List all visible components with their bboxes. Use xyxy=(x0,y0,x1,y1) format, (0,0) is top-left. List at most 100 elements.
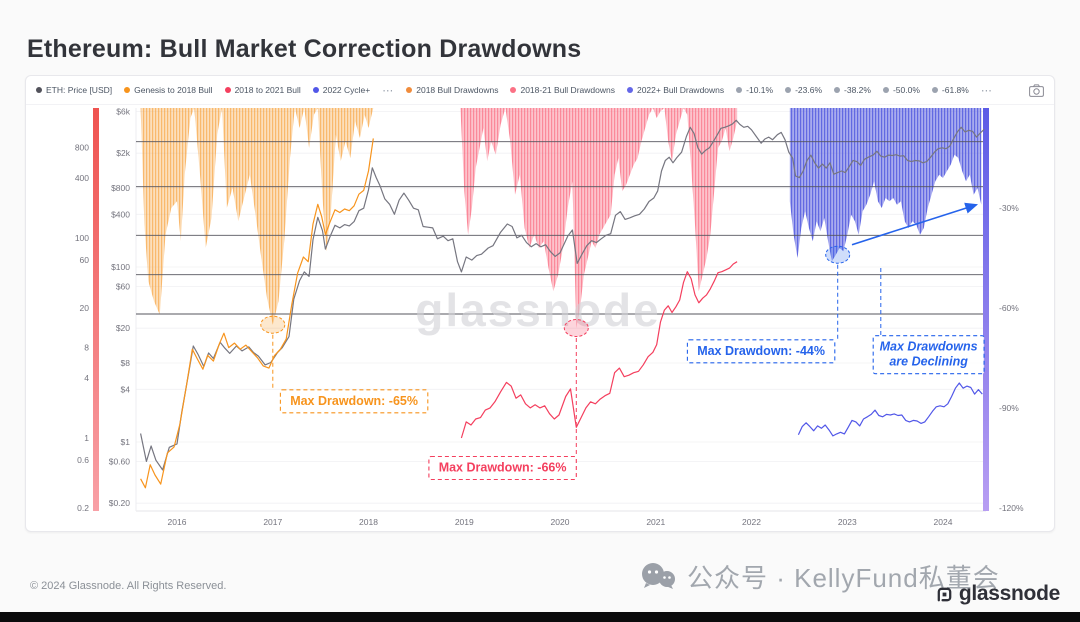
legend-dot xyxy=(406,87,413,93)
legend-item[interactable]: -10.1% xyxy=(736,85,773,95)
drawdowns-2018-21-bull-area xyxy=(460,108,738,328)
y-axis-outer-tick: 0.2 xyxy=(77,503,89,513)
annotation-max-dd-genesis: Max Drawdown: -65% xyxy=(260,315,429,414)
chat-bubbles-icon xyxy=(642,562,675,589)
y-axis-right-tick: -30% xyxy=(999,203,1019,213)
page-title: Ethereum: Bull Market Correction Drawdow… xyxy=(27,34,582,63)
legend-dot xyxy=(224,87,231,93)
legend-dot xyxy=(626,87,633,93)
legend-dot xyxy=(124,87,131,93)
eth-price-line xyxy=(140,119,985,471)
x-axis-tick: 2024 xyxy=(934,517,953,527)
y-axis-inner-tick: $800 xyxy=(111,183,130,193)
x-axis-tick: 2017 xyxy=(263,517,282,527)
legend-item[interactable]: ETH: Price [USD] xyxy=(36,85,112,95)
x-axis-tick: 2016 xyxy=(168,517,187,527)
genesis-2018-bull-line xyxy=(140,138,374,489)
legend-item[interactable]: 2018 Bull Drawdowns xyxy=(406,85,498,95)
y-axis-inner-tick: $20 xyxy=(116,323,130,333)
legend-label: 2018 to 2021 Bull xyxy=(234,85,301,95)
y-axis-outer-tick: 100 xyxy=(75,233,89,243)
y-axis-outer-tick: 800 xyxy=(75,143,89,153)
copyright-text: © 2024 Glassnode. All Rights Reserved. xyxy=(30,580,227,592)
annotation-max-dd-2018-21: Max Drawdown: -66% xyxy=(428,319,589,481)
x-axis-tick: 2021 xyxy=(646,517,665,527)
y-axis-inner-tick: $8 xyxy=(121,358,131,368)
legend-item[interactable]: -23.6% xyxy=(785,85,822,95)
legend-item[interactable]: -50.0% xyxy=(882,85,920,95)
glassnode-logo-icon xyxy=(937,587,952,601)
legend-label: Genesis to 2018 Bull xyxy=(134,85,213,95)
y-axis-outer-tick: 400 xyxy=(75,173,89,183)
y-axis-outer-tick: 8 xyxy=(84,343,89,353)
threshold-lines xyxy=(136,141,986,315)
left-axis-strip xyxy=(93,108,99,511)
chart-legend: ETH: Price [USD] Genesis to 2018 Bull 2018… xyxy=(26,76,1054,105)
y-axis-inner-tick: $0.60 xyxy=(109,456,131,466)
y-axis-inner-tick: $1 xyxy=(121,437,131,447)
legend-label: 2022+ Bull Drawdowns xyxy=(636,85,725,95)
price-lines xyxy=(140,119,985,489)
cycle-2022-line xyxy=(797,382,983,437)
max-drawdown-marker xyxy=(563,319,589,337)
bottom-black-bar xyxy=(0,612,1080,622)
y-axis-outer-tick: 4 xyxy=(84,373,89,383)
y-axis-outer-tick: 20 xyxy=(80,303,90,313)
legend-item[interactable]: 2018-21 Bull Drawdowns xyxy=(510,85,615,95)
annotation-text: Max Drawdown: -65% xyxy=(290,394,418,408)
drawdowns-2022-bull-area xyxy=(789,108,982,262)
legend-item[interactable]: 2018 to 2021 Bull xyxy=(224,85,301,95)
bull-2018-2021-line xyxy=(460,261,738,439)
y-axis-inner-tick: $4 xyxy=(121,384,131,394)
glassnode-chart-watermark: glassnode xyxy=(415,284,661,336)
legend-item[interactable]: 2022 Cycle+ xyxy=(312,85,371,95)
annotation-text: Max Drawdown: -66% xyxy=(439,461,567,475)
legend-dot xyxy=(882,87,889,93)
legend-dot xyxy=(510,87,517,93)
right-axis-strip xyxy=(983,108,989,511)
annotation-text: Max Drawdown: -44% xyxy=(697,344,825,358)
y-axis-inner-tick: $400 xyxy=(111,209,130,219)
annotation-declining-note: Max Drawdowns are Declining xyxy=(851,202,985,375)
legend-label: -61.8% xyxy=(941,85,969,95)
legend-dot xyxy=(931,87,938,93)
y-axis-outer-tick: 0.6 xyxy=(77,455,89,465)
legend-label: ETH: Price [USD] xyxy=(46,85,113,95)
y-axis-outer-tick: 60 xyxy=(80,255,90,265)
y-axis-right-tick: -90% xyxy=(999,403,1019,413)
legend-item[interactable]: 2022+ Bull Drawdowns xyxy=(626,85,725,95)
legend-item[interactable]: -38.2% xyxy=(834,85,871,95)
max-drawdown-marker xyxy=(825,245,851,264)
y-axis-inner-tick: $60 xyxy=(116,281,130,291)
y-axis-inner-tick: $100 xyxy=(111,262,130,272)
legend-dot xyxy=(785,87,792,93)
legend-item[interactable]: Genesis to 2018 Bull xyxy=(124,85,213,95)
legend-label: 2022 Cycle+ xyxy=(322,85,371,95)
x-axis-tick: 2022 xyxy=(742,517,761,527)
legend-more-indicator[interactable]: ⋯ xyxy=(382,84,395,97)
legend-dot xyxy=(834,87,841,93)
legend-dot xyxy=(36,87,42,93)
annotation-box xyxy=(279,389,429,414)
legend-item[interactable]: -61.8% xyxy=(931,85,969,95)
glassnode-brand: glassnode xyxy=(935,582,1060,606)
x-axis-tick: 2018 xyxy=(359,517,378,527)
legend-items: ETH: Price [USD] Genesis to 2018 Bull 2018… xyxy=(36,84,1021,97)
drawdown-areas xyxy=(140,108,982,328)
legend-label: -50.0% xyxy=(892,85,920,95)
legend-more-indicator[interactable]: ⋯ xyxy=(980,84,993,97)
legend-label: -10.1% xyxy=(746,85,774,95)
x-axis-tick: 2023 xyxy=(838,517,857,527)
trend-arrow xyxy=(851,202,979,246)
camera-icon[interactable] xyxy=(1029,83,1044,97)
x-axis-tick: 2019 xyxy=(455,517,474,527)
legend-label: 2018-21 Bull Drawdowns xyxy=(520,85,615,95)
y-axis-inner-tick: $2k xyxy=(116,148,130,158)
glassnode-brand-text: glassnode xyxy=(958,582,1060,605)
camera-icon-glyph xyxy=(1029,83,1044,97)
legend-dot xyxy=(312,87,319,93)
chart-canvas[interactable]: glassnode Max Drawdown: -65% Max Drawdown:… xyxy=(26,104,1056,533)
legend-label: -23.6% xyxy=(795,85,823,95)
annotation-text: Max Drawdowns are Declining xyxy=(880,340,978,369)
y-axis-outer-tick: 1 xyxy=(84,433,89,443)
